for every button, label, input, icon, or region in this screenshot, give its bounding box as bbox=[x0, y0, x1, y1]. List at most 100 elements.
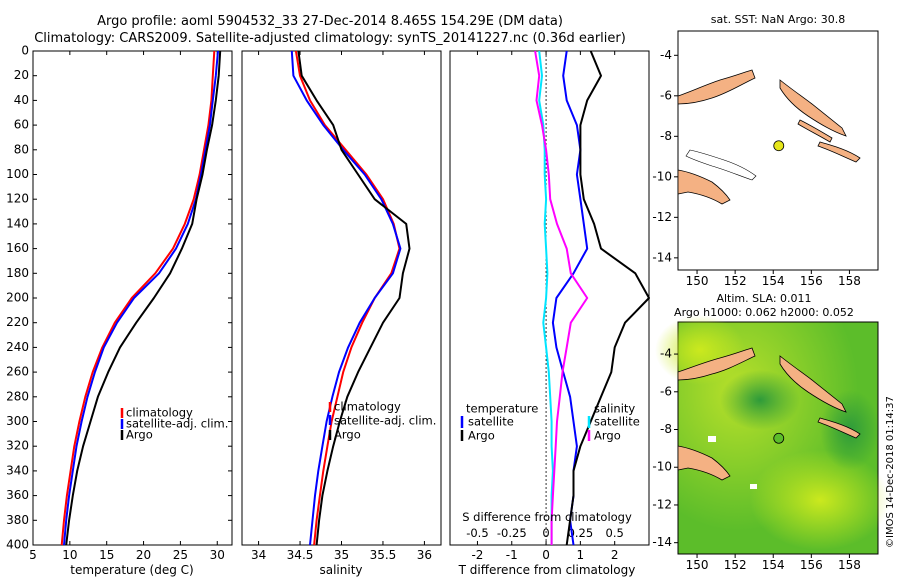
salinity-panel: 34 34.5 35 35.5 36 climatology satellite-adj… bbox=[241, 50, 442, 577]
depth-tick-label: 220 bbox=[6, 315, 29, 329]
t-difference-tick-label: 1 bbox=[577, 548, 585, 562]
temperature-profile-lines bbox=[60, 50, 222, 546]
lon-tick-label: 150 bbox=[686, 274, 709, 288]
salinity-profile-lines bbox=[290, 50, 411, 546]
salinity-x-label: salinity bbox=[319, 563, 362, 577]
lat-tick-label: -10 bbox=[652, 460, 672, 474]
difference-line-t-satellite bbox=[551, 50, 589, 546]
legend-heading-salinity: salinity bbox=[594, 402, 635, 416]
s-difference-tick-label: -0.5 bbox=[466, 526, 488, 540]
difference-legend-right: salinity satellite Argo bbox=[587, 402, 640, 443]
lat-tick-label: -8 bbox=[660, 129, 672, 143]
sla-high-region bbox=[750, 450, 890, 550]
temperature-axis-ticks: 5 10 15 20 25 30 bbox=[29, 51, 225, 562]
legend-heading-temperature: temperature bbox=[466, 402, 538, 416]
temperature-tick-label: 10 bbox=[62, 548, 77, 562]
depth-tick-label: 120 bbox=[6, 192, 29, 206]
depth-tick-label: 40 bbox=[14, 93, 29, 107]
sla-low-region bbox=[720, 370, 800, 430]
sst-map-lat-ticks: -4 -6 -8 -10 -12 -14 bbox=[652, 48, 678, 264]
salinity-line-argo bbox=[297, 50, 411, 546]
legend-label-climatology: climatology bbox=[334, 400, 401, 414]
temperature-tick-label: 15 bbox=[99, 548, 114, 562]
bougainville-island bbox=[779, 355, 847, 413]
legend-label-s-satellite: satellite bbox=[594, 415, 640, 429]
depth-tick-label: 360 bbox=[6, 488, 29, 502]
reef-outline bbox=[685, 149, 757, 181]
temperature-x-label: temperature (deg C) bbox=[70, 563, 193, 577]
lon-tick-label: 150 bbox=[686, 558, 709, 572]
legend-label-climatology: climatology bbox=[126, 406, 193, 420]
legend-label-s-argo: Argo bbox=[594, 429, 621, 443]
lon-tick-label: 158 bbox=[838, 274, 861, 288]
solomon-island bbox=[817, 141, 861, 163]
salinity-plot-frame bbox=[241, 50, 442, 546]
depth-tick-label: 320 bbox=[6, 439, 29, 453]
depth-tick-label: 20 bbox=[14, 68, 29, 82]
difference-panel: -2 -1 0 1 2 -0.5 -0.25 0 0.25 0.5 temperature sa… bbox=[449, 50, 650, 577]
difference-line-s-argo bbox=[534, 50, 589, 545]
salinity-line-satellite-adj-clim bbox=[290, 50, 402, 546]
papuan-peninsula bbox=[677, 445, 731, 481]
depth-tick-label: 380 bbox=[6, 513, 29, 527]
sst-map-land bbox=[677, 69, 861, 205]
legend-label-argo: Argo bbox=[334, 428, 361, 442]
sst-map-lon-ticks: 150 152 154 156 158 bbox=[686, 270, 861, 288]
sla-map-lat-ticks: -4 -6 -8 -10 -12 -14 bbox=[652, 347, 678, 549]
depth-tick-label: 240 bbox=[6, 340, 29, 354]
lat-tick-label: -14 bbox=[652, 250, 672, 264]
solomon-island bbox=[817, 417, 861, 439]
lat-tick-label: -4 bbox=[660, 347, 672, 361]
difference-profile-lines bbox=[534, 50, 650, 546]
difference-legend-left: temperature satellite Argo bbox=[460, 402, 538, 443]
s-difference-tick-label: 0 bbox=[542, 526, 549, 540]
lat-tick-label: -12 bbox=[652, 497, 672, 511]
lat-tick-label: -4 bbox=[660, 48, 672, 62]
legend-label-t-satellite: satellite bbox=[468, 415, 514, 429]
depth-tick-label: 0 bbox=[21, 44, 29, 58]
salinity-axis-ticks: 34 34.5 35 35.5 36 bbox=[251, 51, 432, 562]
depth-tick-label: 280 bbox=[6, 389, 29, 403]
t-difference-axis-ticks: -2 -1 0 1 2 bbox=[471, 51, 619, 562]
legend-label-t-argo: Argo bbox=[468, 429, 495, 443]
sla-map-title-line-2: Argo h1000: 0.062 h2000: 0.052 bbox=[674, 306, 854, 319]
temperature-tick-label: 25 bbox=[173, 548, 188, 562]
s-difference-x-label: S difference from climatology bbox=[462, 510, 632, 524]
new-guinea-coast bbox=[677, 347, 756, 381]
temperature-tick-label: 5 bbox=[29, 548, 37, 562]
argo-float-marker bbox=[773, 140, 785, 152]
depth-tick-label: 160 bbox=[6, 241, 29, 255]
lat-tick-label: -6 bbox=[660, 88, 672, 102]
depth-tick-label: 200 bbox=[6, 291, 29, 305]
legend-label-argo: Argo bbox=[126, 428, 153, 442]
temperature-line-climatology bbox=[60, 50, 216, 546]
depth-tick-label: 400 bbox=[6, 538, 29, 552]
lon-tick-label: 156 bbox=[800, 558, 823, 572]
temperature-tick-label: 30 bbox=[210, 548, 225, 562]
lon-tick-label: 158 bbox=[838, 558, 861, 572]
lat-tick-label: -14 bbox=[652, 535, 672, 549]
depth-tick-label: 60 bbox=[14, 118, 29, 132]
lon-tick-label: 154 bbox=[762, 558, 785, 572]
depth-tick-label: 180 bbox=[6, 266, 29, 280]
salinity-tick-label: 34 bbox=[251, 548, 266, 562]
lon-tick-label: 152 bbox=[724, 558, 747, 572]
lat-tick-label: -6 bbox=[660, 384, 672, 398]
sla-map-land bbox=[677, 347, 861, 489]
difference-plot-frame bbox=[449, 50, 650, 546]
new-guinea-coast bbox=[677, 69, 756, 105]
missing-data-patch bbox=[750, 484, 757, 489]
temperature-line-satellite-adj-clim bbox=[63, 50, 219, 546]
figure-title-line-1: Argo profile: aoml 5904532_33 27-Dec-201… bbox=[97, 14, 563, 29]
papuan-peninsula bbox=[677, 169, 731, 205]
sla-map-panel: Altim. SLA: 0.011 Argo h1000: 0.062 h200… bbox=[652, 292, 890, 572]
depth-tick-label: 300 bbox=[6, 414, 29, 428]
lon-tick-label: 152 bbox=[724, 274, 747, 288]
temperature-line-argo bbox=[65, 50, 222, 546]
t-difference-tick-label: -2 bbox=[471, 548, 483, 562]
imos-credit: ©IMOS 14-Dec-2018 01:14:37 bbox=[885, 396, 896, 548]
temperature-legend: climatology satellite-adj. clim. Argo bbox=[120, 406, 228, 442]
salinity-tick-label: 35.5 bbox=[370, 548, 397, 562]
figure-title-line-2: Climatology: CARS2009. Satellite-adjuste… bbox=[34, 31, 626, 46]
lon-tick-label: 154 bbox=[762, 274, 785, 288]
